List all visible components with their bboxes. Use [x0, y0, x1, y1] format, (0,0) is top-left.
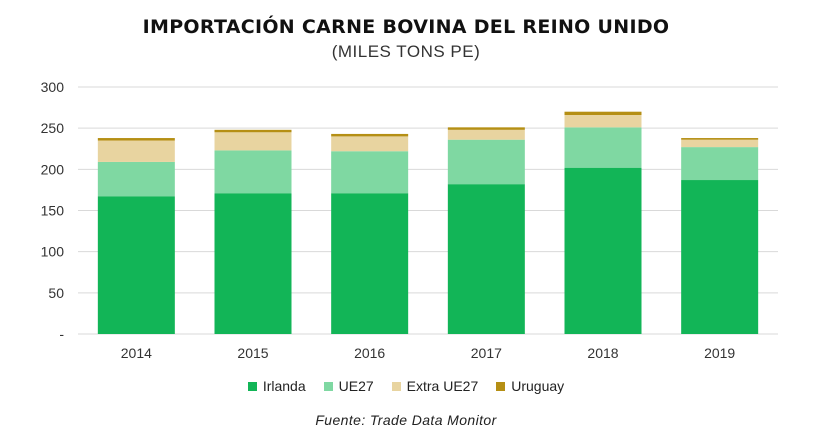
y-tick-label: 250	[41, 120, 65, 136]
legend-swatch	[323, 381, 333, 391]
legend-label: Irlanda	[262, 378, 306, 394]
bar-segment-extra-ue27-2016	[331, 136, 409, 152]
chart-title: IMPORTACIÓN CARNE BOVINA DEL REINO UNIDO	[142, 16, 670, 38]
x-tick-label: 2018	[587, 345, 618, 361]
y-tick-label: 150	[41, 203, 65, 219]
legend-item-extra-ue27: Extra UE27	[391, 378, 479, 394]
bar-segment-ue27-2018	[564, 127, 642, 168]
x-tick-label: 2015	[237, 345, 268, 361]
bar-segment-irlanda-2014	[97, 196, 175, 334]
y-tick-label: 50	[48, 285, 64, 301]
bar-segment-uruguay-2019	[681, 138, 759, 140]
legend-item-irlanda: Irlanda	[247, 378, 306, 394]
bar-segment-extra-ue27-2018	[564, 114, 642, 128]
legend: Irlanda UE27 Extra UE27 Uruguay	[0, 378, 812, 394]
bar-segment-ue27-2015	[214, 150, 292, 194]
y-tick-label: 200	[41, 161, 65, 177]
legend-swatch	[391, 381, 401, 391]
legend-label: Extra UE27	[406, 378, 479, 394]
gridlines	[78, 86, 778, 335]
bar-segment-uruguay-2015	[214, 129, 292, 133]
bar-segment-irlanda-2017	[447, 184, 525, 334]
bar-segment-extra-ue27-2014	[97, 140, 175, 162]
bars	[97, 111, 759, 334]
bar-segment-extra-ue27-2015	[214, 132, 292, 151]
bar-segment-irlanda-2015	[214, 193, 292, 334]
y-tick-label: -	[59, 326, 64, 342]
y-tick-label: 100	[41, 244, 65, 260]
bar-segment-ue27-2017	[447, 139, 525, 185]
legend-label: Uruguay	[511, 378, 565, 394]
source-note: Fuente: Trade Data Monitor	[315, 412, 497, 428]
y-tick-label: 300	[41, 79, 65, 95]
bar-segment-uruguay-2016	[331, 133, 409, 137]
x-tick-label: 2014	[121, 345, 152, 361]
bar-segment-ue27-2019	[681, 147, 759, 181]
bar-segment-irlanda-2019	[681, 180, 759, 334]
bar-segment-ue27-2014	[97, 161, 175, 197]
x-tick-label: 2017	[471, 345, 502, 361]
legend-item-ue27: UE27	[323, 378, 374, 394]
x-axis-ticks: 2014 2015 2016 2017 2018 2019	[121, 345, 736, 361]
bar-segment-uruguay-2018	[564, 111, 642, 115]
chart-subtitle: (MILES TONS PE)	[331, 42, 481, 61]
legend-item-uruguay: Uruguay	[496, 378, 564, 394]
y-axis-ticks: - 50 100 150 200 250 300	[41, 79, 65, 342]
x-tick-label: 2019	[704, 345, 735, 361]
legend-label: UE27	[338, 378, 374, 394]
bar-segment-irlanda-2018	[564, 167, 642, 334]
x-tick-label: 2016	[354, 345, 385, 361]
bar-segment-uruguay-2017	[447, 127, 525, 130]
bar-segment-irlanda-2016	[331, 193, 409, 334]
legend-swatch	[496, 381, 506, 391]
bar-segment-extra-ue27-2019	[681, 139, 759, 148]
bar-segment-extra-ue27-2017	[447, 129, 525, 140]
bar-segment-ue27-2016	[331, 151, 409, 194]
bar-segment-uruguay-2014	[97, 138, 175, 141]
legend-swatch	[247, 381, 257, 391]
